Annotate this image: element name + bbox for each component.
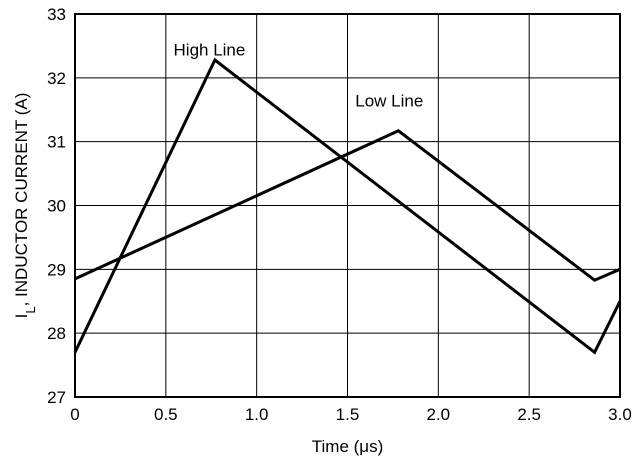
series-labels: High Line Low Line	[174, 40, 424, 110]
x-tick-label: 1.5	[336, 405, 360, 424]
y-axis-title-symbol: I	[12, 314, 31, 319]
y-tick-label: 27	[47, 388, 66, 407]
y-tick-label: 30	[47, 197, 66, 216]
y-tick-label: 29	[47, 260, 66, 279]
series-group	[73, 57, 622, 355]
series-label-low-line: Low Line	[355, 92, 423, 111]
series-line-high-line	[73, 57, 622, 355]
y-tick-labels: 27 28 29 30 31 32 33	[47, 5, 66, 407]
y-tick-label: 33	[47, 5, 66, 24]
y-tick-label: 31	[47, 133, 66, 152]
x-tick-label: 3.0	[608, 405, 632, 424]
x-axis-title: Time (μs)	[312, 437, 384, 456]
y-axis-title: IL, INDUCTOR CURRENT (A)	[12, 93, 38, 319]
y-tick-label: 28	[47, 324, 66, 343]
grid	[74, 13, 621, 398]
series-label-high-line: High Line	[174, 40, 246, 59]
x-tick-label: 2.0	[427, 405, 451, 424]
series-line-low-line	[74, 129, 621, 282]
y-tick-label: 32	[47, 69, 66, 88]
plot-frame	[74, 13, 621, 398]
x-tick-label: 0	[70, 405, 79, 424]
x-tick-labels: 0 0.5 1.0 1.5 2.0 2.5 3.0	[70, 405, 632, 424]
y-axis-title-subscript: L	[23, 306, 38, 313]
x-tick-label: 1.0	[245, 405, 269, 424]
x-tick-label: 2.5	[517, 405, 541, 424]
x-tick-label: 0.5	[154, 405, 178, 424]
y-axis-title-text: , INDUCTOR CURRENT (A)	[12, 93, 31, 307]
